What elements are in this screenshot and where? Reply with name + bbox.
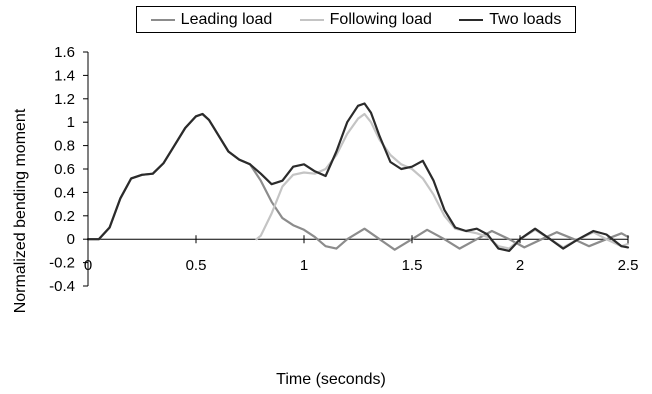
legend-item-following: Following load xyxy=(299,10,432,29)
x-tick-label: 1 xyxy=(300,257,308,274)
x-tick-label: 2.5 xyxy=(618,257,639,274)
following-load-line xyxy=(255,112,630,250)
axes xyxy=(87,52,628,286)
x-tick-label: 0.5 xyxy=(186,257,207,274)
series-layer xyxy=(86,102,630,252)
y-tick-label: 0.8 xyxy=(54,138,75,155)
legend-item-leading: Leading load xyxy=(150,10,273,29)
legend-swatch-two-loads xyxy=(459,18,484,21)
legend-label-leading: Leading load xyxy=(180,10,273,28)
y-tick-label: 0.4 xyxy=(54,184,75,201)
legend-swatch-leading xyxy=(150,18,175,21)
y-axis-label: Normalized bending moment xyxy=(12,108,29,313)
y-tick-label: 1.4 xyxy=(54,67,75,84)
legend-item-two-loads: Two loads xyxy=(459,11,561,29)
x-axis-label: Time (seconds) xyxy=(276,371,386,388)
x-tick-label: 1.5 xyxy=(402,257,423,274)
legend-label-two-loads: Two loads xyxy=(489,10,562,28)
ticks-layer: -0.4 -0.2 0 0.2 0.4 0.6 0.8 1 1.2 1.4 1.6 0 0.5 1 1.5 2… xyxy=(49,44,638,295)
y-tick-label: 1 xyxy=(67,114,75,131)
y-tick-label: 1.6 xyxy=(54,44,75,61)
y-tick-label: 0.2 xyxy=(54,208,75,225)
y-tick-label: -0.4 xyxy=(49,278,75,295)
y-tick-label: 1.2 xyxy=(54,91,75,108)
leading-load-line xyxy=(86,112,630,251)
x-tick-label: 0 xyxy=(84,257,92,274)
legend-swatch-following xyxy=(299,18,324,21)
y-tick-label: 0 xyxy=(67,231,75,248)
legend-label-following: Following load xyxy=(329,10,432,28)
y-tick-label: -0.2 xyxy=(49,255,75,272)
y-tick-label: 0.6 xyxy=(54,161,75,178)
two-loads-line xyxy=(86,102,630,252)
x-tick-label: 2 xyxy=(516,257,524,274)
legend: Leading load Following load Two loads xyxy=(136,6,576,33)
